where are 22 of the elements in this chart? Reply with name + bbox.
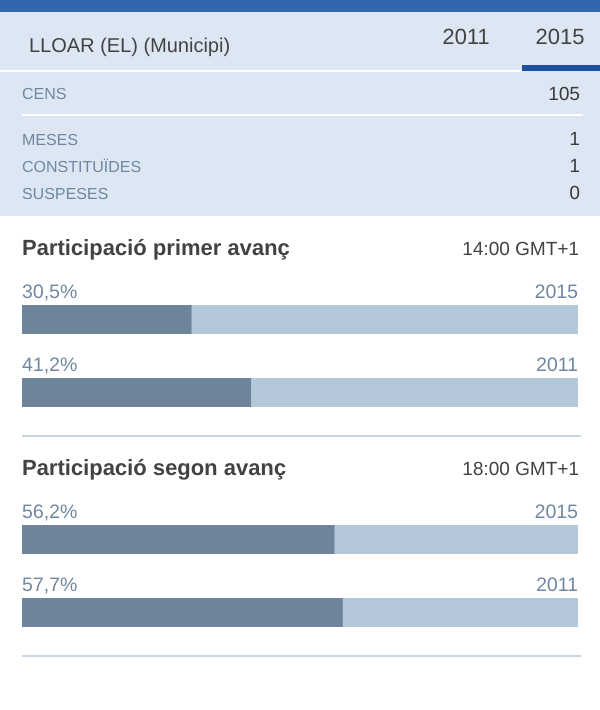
category-label: SUSPESES bbox=[22, 186, 108, 203]
chart-title: Participació primer avanç bbox=[22, 235, 290, 260]
data-label: 41,2% bbox=[22, 354, 78, 376]
chart-title: Participació segon avanç bbox=[22, 455, 286, 480]
data-label: 1 bbox=[569, 129, 580, 150]
category-label: MESES bbox=[22, 132, 78, 149]
y-tick-label: 2011 bbox=[536, 574, 578, 596]
category-label: CENS bbox=[22, 86, 66, 104]
text: 2011 bbox=[441, 24, 491, 50]
data-label: 1 bbox=[569, 156, 580, 178]
chart-subtitle: 18:00 GMT+1 bbox=[462, 458, 579, 480]
chart-subtitle: 14:00 GMT+1 bbox=[462, 238, 579, 260]
data-label: 30,5% bbox=[22, 281, 78, 304]
category-label: CONSTITUÏDES bbox=[22, 158, 142, 176]
y-tick-label: 2015 bbox=[534, 501, 578, 524]
data-label: 56,2% bbox=[22, 501, 78, 524]
data-label: 105 bbox=[548, 84, 580, 105]
data-label: 0 bbox=[569, 183, 580, 204]
y-tick-label: 2011 bbox=[536, 354, 578, 376]
data-label: 57,7% bbox=[22, 574, 78, 596]
text: LLOAR (EL) (Municipi) bbox=[29, 35, 230, 58]
y-tick-label: 2015 bbox=[534, 281, 578, 304]
